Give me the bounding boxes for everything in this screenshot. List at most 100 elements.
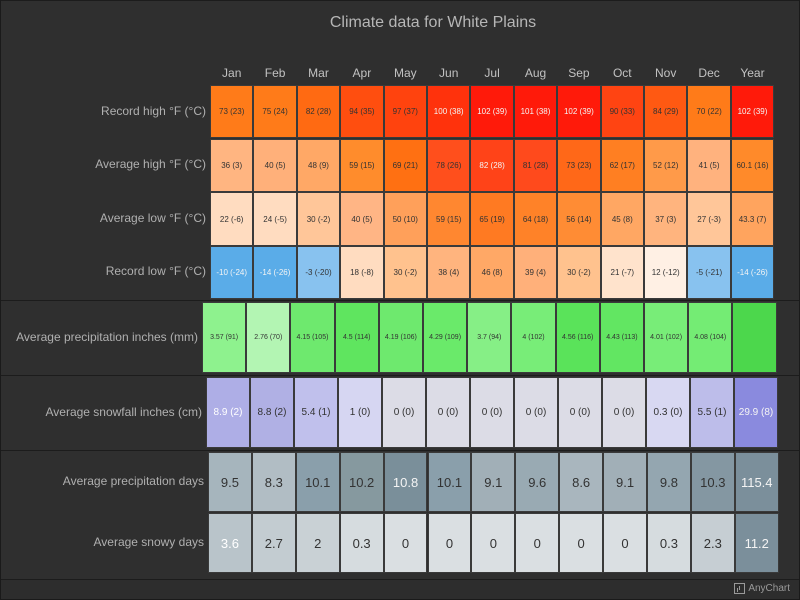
- data-cell-r1-c6: 82 (28): [470, 139, 514, 192]
- row-label-2: Average low °F (°C): [99, 211, 206, 225]
- data-cell-r4-c4: 4.19 (106): [378, 302, 423, 373]
- row-label-7: Average snowy days: [93, 535, 204, 549]
- month-header-may: May: [393, 66, 417, 80]
- data-cell-r0-c2: 82 (28): [296, 85, 341, 138]
- data-cell-r5-c9: 0 (0): [602, 377, 646, 448]
- data-cell-r2-c11: 27 (-3): [687, 192, 731, 246]
- data-cell-r0-c6: 102 (39): [470, 85, 514, 138]
- row-label-5: Average snowfall inches (cm): [45, 405, 202, 419]
- data-cell-r2-c6: 65 (19): [470, 192, 514, 246]
- data-cell-r7-c12: 11.2: [734, 513, 779, 573]
- data-cell-r6-c7: 9.6: [515, 452, 560, 512]
- data-cell-r6-c1: 8.3: [251, 452, 296, 512]
- data-cell-r4-c11: 4.08 (104): [688, 302, 733, 373]
- data-cell-r7-c6: 0: [471, 513, 516, 573]
- data-cell-r3-c1: -14 (-26): [253, 246, 297, 299]
- data-cell-r6-c4: 10.8: [383, 452, 428, 512]
- data-cell-r7-c4: 0: [383, 513, 428, 573]
- data-cell-r1-c8: 73 (23): [557, 139, 601, 192]
- month-header-jan: Jan: [222, 66, 242, 80]
- data-cell-r7-c8: 0: [559, 513, 604, 573]
- data-cell-r1-c11: 41 (5): [687, 139, 731, 192]
- data-cell-r7-c0: 3.6: [208, 513, 252, 573]
- row-label-3: Record low °F (°C): [105, 264, 206, 278]
- month-header-jun: Jun: [439, 66, 459, 80]
- data-cell-r6-c5: 10.1: [427, 452, 472, 512]
- data-cell-r5-c12: 29.9 (8): [734, 377, 778, 448]
- data-cell-r2-c0: 22 (-6): [210, 192, 254, 246]
- row-label-1: Average high °F (°C): [95, 157, 206, 171]
- data-cell-r2-c7: 64 (18): [513, 192, 558, 246]
- data-cell-r1-c2: 48 (9): [296, 139, 341, 192]
- row-label-0: Record high °F (°C): [101, 104, 206, 118]
- data-cell-r0-c5: 100 (38): [427, 85, 471, 138]
- data-cell-r3-c2: -3 (-20): [296, 246, 341, 299]
- data-cell-r2-c9: 45 (8): [600, 192, 644, 246]
- data-cell-r3-c7: 39 (4): [513, 246, 558, 299]
- data-cell-r0-c9: 90 (33): [600, 85, 644, 138]
- data-cell-r6-c12: 115.4: [734, 452, 779, 512]
- data-cell-r5-c8: 0 (0): [558, 377, 602, 448]
- month-header-oct: Oct: [612, 66, 632, 80]
- data-cell-r5-c2: 5.4 (1): [294, 377, 338, 448]
- data-cell-r5-c4: 0 (0): [382, 377, 426, 448]
- data-cell-r5-c5: 0 (0): [426, 377, 470, 448]
- data-cell-r1-c1: 40 (5): [253, 139, 297, 192]
- month-header-nov: Nov: [655, 66, 677, 80]
- data-cell-r2-c3: 40 (5): [340, 192, 384, 246]
- data-cell-r0-c0: 73 (23): [210, 85, 254, 138]
- month-header-feb: Feb: [264, 66, 286, 80]
- data-cell-r4-c6: 3.7 (94): [467, 302, 512, 373]
- data-cell-r4-c9: 4.43 (113): [599, 302, 644, 373]
- data-cell-r7-c1: 2.7: [251, 513, 296, 573]
- data-cell-r4-c8: 4.56 (116): [555, 302, 600, 373]
- data-cell-r4-c2: 4.15 (105): [290, 302, 335, 373]
- data-cell-r4-c10: 4.01 (102): [644, 302, 689, 373]
- data-cell-r5-c1: 8.8 (2): [250, 377, 294, 448]
- data-cell-r1-c9: 62 (17): [600, 139, 644, 192]
- data-cell-r0-c3: 94 (35): [340, 85, 384, 138]
- data-cell-r4-c7: 4 (102): [511, 302, 556, 373]
- data-cell-r6-c3: 10.2: [339, 452, 384, 512]
- month-header-apr: Apr: [352, 66, 372, 80]
- data-cell-r6-c6: 9.1: [471, 452, 516, 512]
- data-cell-r0-c10: 84 (29): [644, 85, 688, 138]
- anychart-credit[interactable]: AnyChart: [734, 583, 790, 594]
- data-cell-r6-c8: 8.6: [559, 452, 604, 512]
- data-cell-r5-c3: 1 (0): [338, 377, 382, 448]
- data-cell-r6-c0: 9.5: [208, 452, 252, 512]
- data-cell-r4-c12: [732, 302, 777, 373]
- data-cell-r0-c1: 75 (24): [253, 85, 297, 138]
- data-cell-r5-c6: 0 (0): [470, 377, 514, 448]
- data-cell-r3-c3: 18 (-8): [340, 246, 384, 299]
- data-cell-r3-c11: -5 (-21): [687, 246, 731, 299]
- data-cell-r0-c8: 102 (39): [557, 85, 601, 138]
- data-cell-r1-c0: 36 (3): [210, 139, 254, 192]
- row-label-4: Average precipitation inches (mm): [16, 330, 198, 344]
- data-cell-r2-c5: 59 (15): [427, 192, 471, 246]
- data-cell-r6-c9: 9.1: [603, 452, 647, 512]
- data-cell-r7-c2: 2: [295, 513, 340, 573]
- data-cell-r3-c9: 21 (-7): [600, 246, 644, 299]
- data-cell-r1-c7: 81 (28): [513, 139, 558, 192]
- data-cell-r4-c5: 4.29 (109): [423, 302, 468, 373]
- data-cell-r4-c3: 4.5 (114): [334, 302, 379, 373]
- data-cell-r6-c11: 10.3: [690, 452, 735, 512]
- month-header-dec: Dec: [698, 66, 720, 80]
- data-cell-r0-c11: 70 (22): [687, 85, 731, 138]
- data-cell-r3-c12: -14 (-26): [730, 246, 775, 299]
- data-cell-r0-c12: 102 (39): [730, 85, 775, 138]
- month-header-year: Year: [740, 66, 765, 80]
- data-cell-r1-c3: 59 (15): [340, 139, 384, 192]
- data-cell-r7-c9: 0: [603, 513, 647, 573]
- data-cell-r1-c5: 78 (26): [427, 139, 471, 192]
- month-header-aug: Aug: [524, 66, 547, 80]
- data-cell-r1-c12: 60.1 (16): [730, 139, 775, 192]
- data-cell-r5-c10: 0.3 (0): [646, 377, 690, 448]
- data-cell-r5-c0: 8.9 (2): [206, 377, 250, 448]
- data-cell-r4-c1: 2.76 (70): [246, 302, 291, 373]
- data-cell-r0-c4: 97 (37): [383, 85, 427, 138]
- data-cell-r1-c10: 52 (12): [644, 139, 688, 192]
- data-cell-r0-c7: 101 (38): [513, 85, 558, 138]
- data-cell-r3-c8: 30 (-2): [557, 246, 601, 299]
